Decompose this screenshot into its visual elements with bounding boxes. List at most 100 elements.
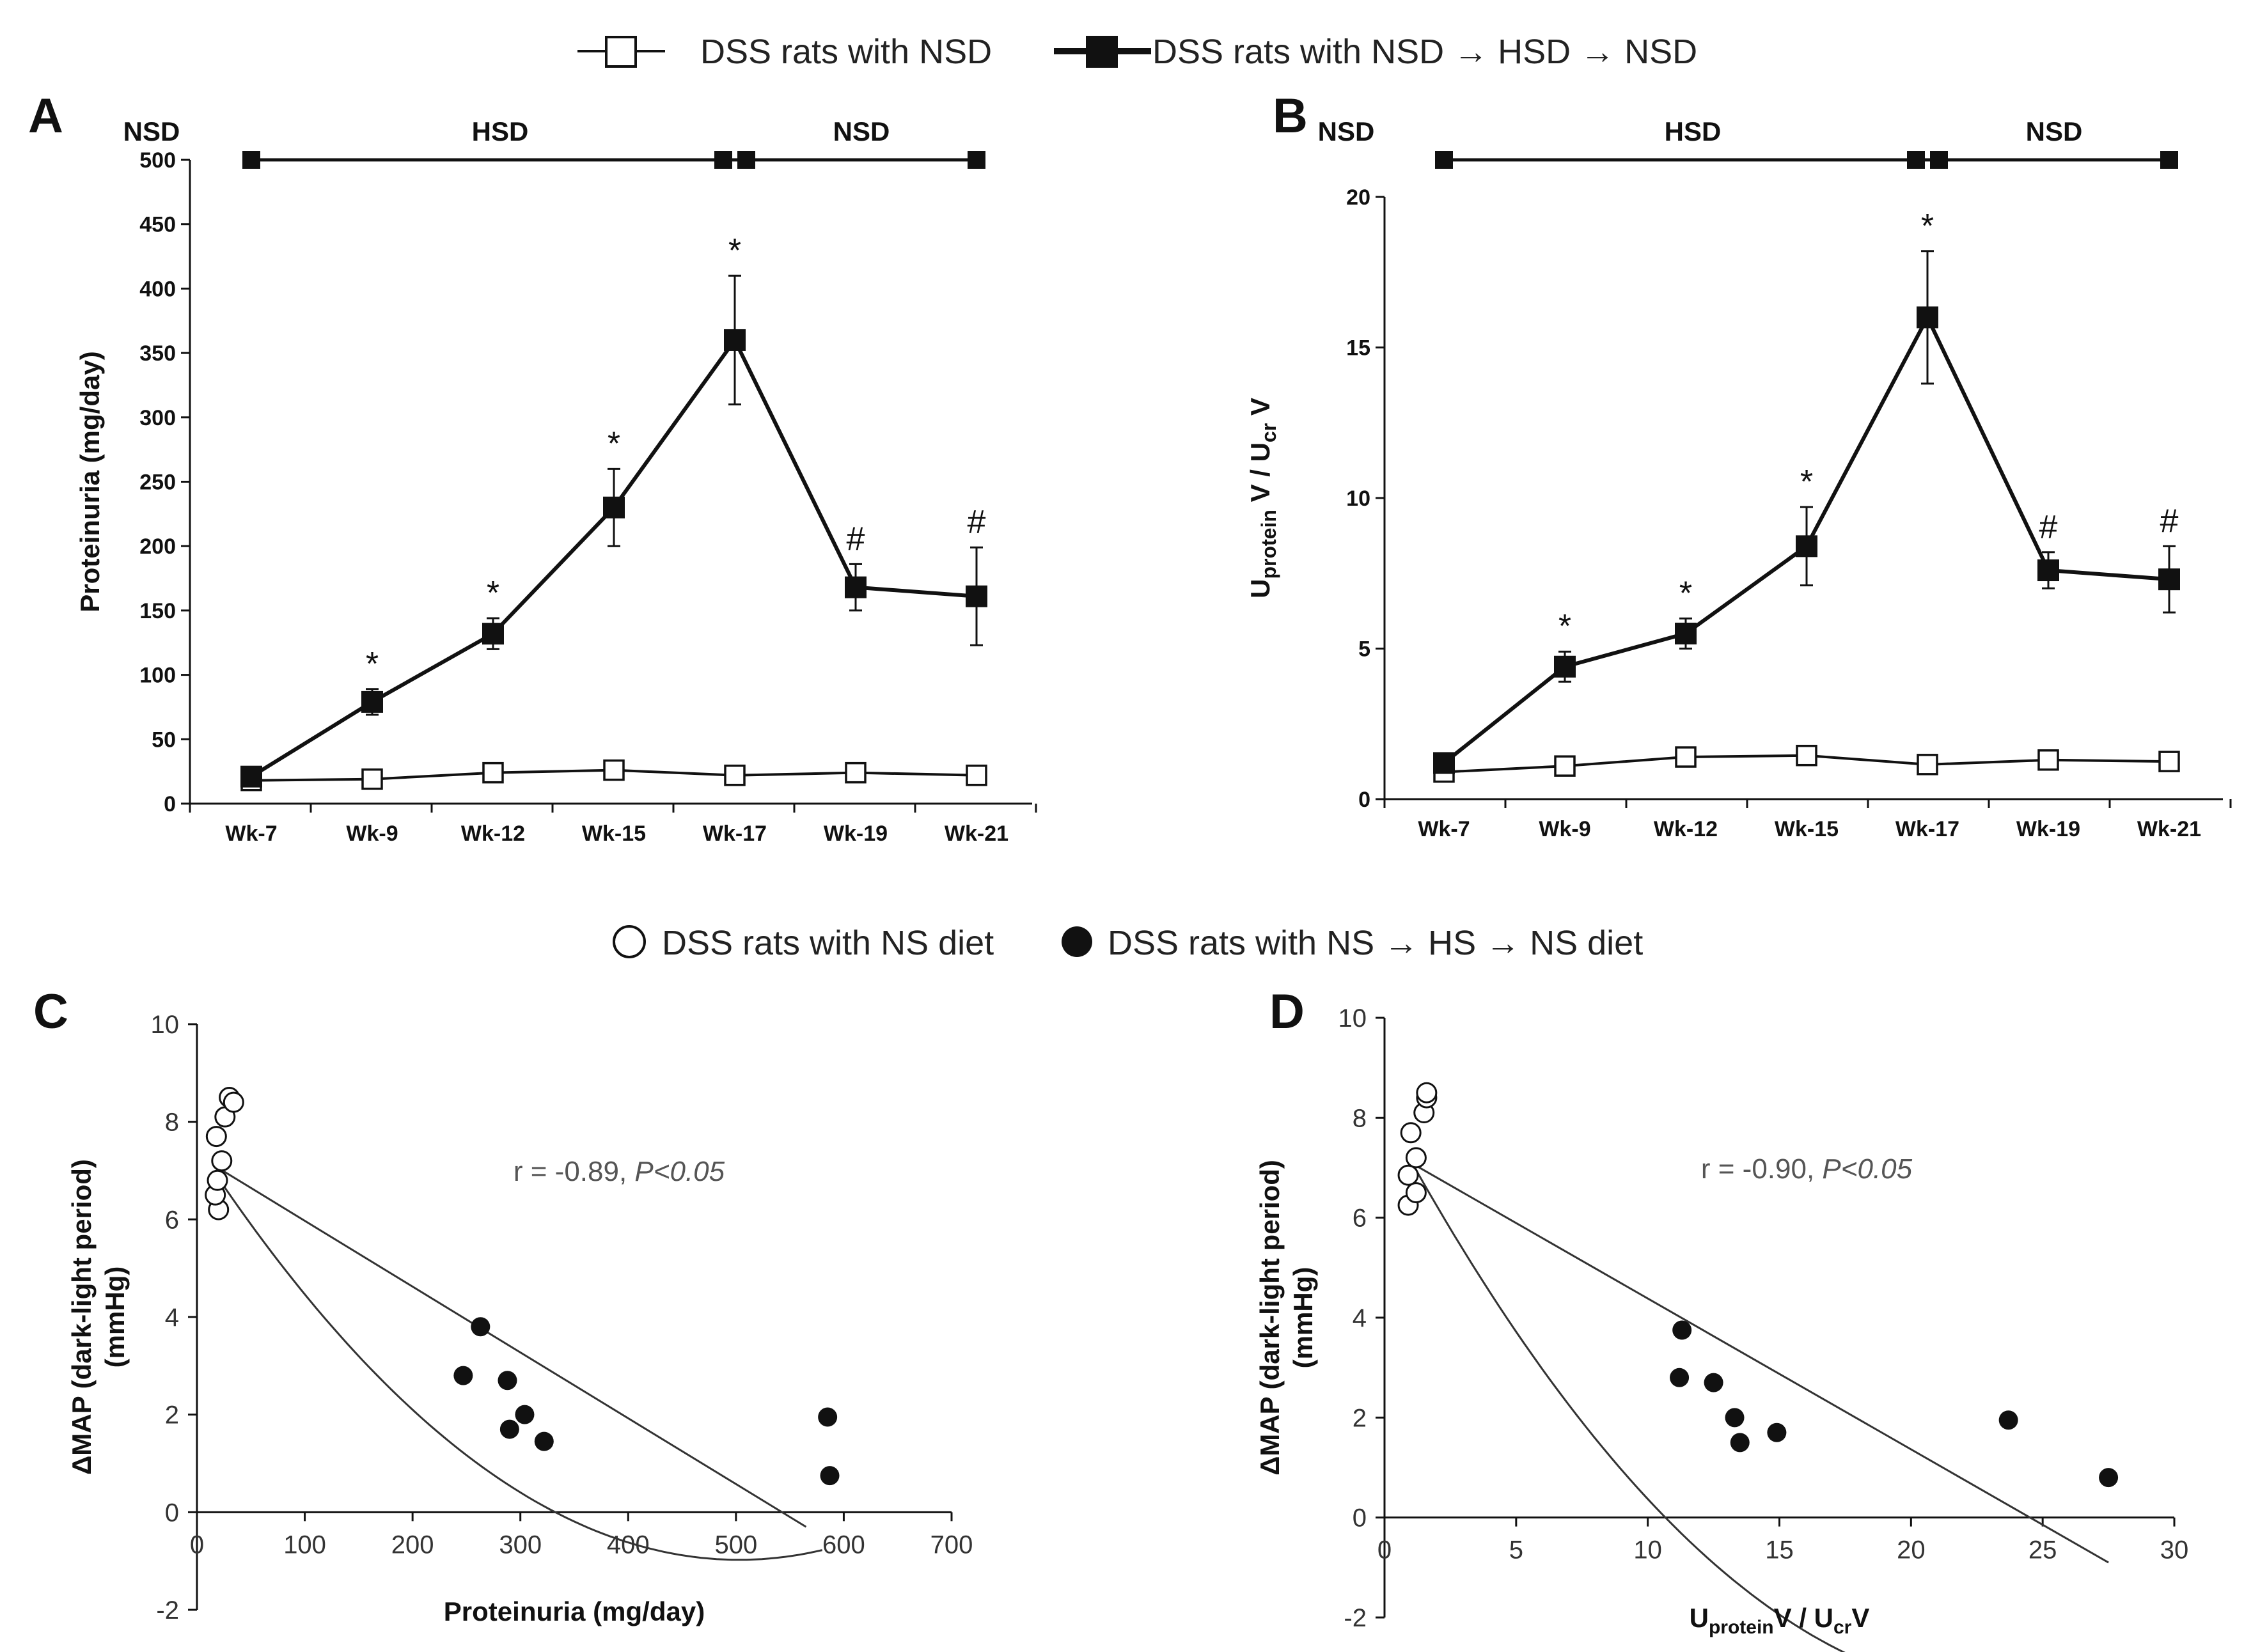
significance-marker: * <box>487 575 499 612</box>
y-tick-label: 400 <box>139 277 176 301</box>
y-tick-label: 150 <box>139 599 176 623</box>
legend-bottom: DSS rats with NS diet DSS rats with NS →… <box>613 924 1643 962</box>
y-axis-title-part-3: cr <box>1257 423 1280 442</box>
x-axis-title: UproteinV / UcrV <box>1690 1603 1870 1638</box>
x-tick-label: 200 <box>391 1531 434 1559</box>
data-point-ns <box>1400 1122 1422 1144</box>
y-tick-label: 200 <box>139 534 176 559</box>
y-tick-label: 100 <box>139 664 176 688</box>
data-point-ns <box>2037 749 2059 771</box>
x-tick-label: Wk-17 <box>1895 817 1959 841</box>
x-tick-label: 0 <box>1377 1536 1392 1564</box>
data-point-ns <box>1554 755 1576 777</box>
significance-marker: * <box>1800 464 1813 501</box>
x-tick-label: 15 <box>1765 1536 1794 1564</box>
linear-fit-line <box>217 1167 807 1528</box>
data-point-hs <box>499 1419 519 1439</box>
series-hs-line <box>250 336 977 779</box>
y-axis-title: Proteinuria (mg/day) <box>75 351 105 612</box>
data-point-ns <box>205 1126 227 1148</box>
y-axis-title-part-4: V <box>1245 398 1275 423</box>
quadratic-fit-curve <box>1409 1160 1846 1652</box>
diet-label: NSD <box>2026 116 2083 146</box>
x-axis-title-part-3: cr <box>1833 1617 1852 1638</box>
x-tick-label: Wk-17 <box>703 822 767 846</box>
data-point-ns <box>1796 744 1817 767</box>
x-tick-label: Wk-21 <box>945 822 1008 846</box>
x-tick-label: Wk-19 <box>824 822 888 846</box>
data-point-ns <box>211 1150 233 1172</box>
y-tick-label: 10 <box>1346 487 1370 511</box>
significance-marker: # <box>2160 503 2179 540</box>
y-tick-label: 5 <box>1358 637 1370 662</box>
data-point-ns <box>1397 1164 1419 1186</box>
significance-marker: * <box>1558 608 1571 645</box>
y-tick-label: 6 <box>165 1206 179 1234</box>
y-tick-label: 250 <box>139 471 176 495</box>
significance-marker: * <box>608 425 620 462</box>
diet-timeline-marker <box>714 151 732 169</box>
data-point-ns <box>1675 746 1697 768</box>
data-point-hs <box>1917 306 1938 329</box>
significance-marker: # <box>847 520 865 557</box>
data-point-hs <box>1796 535 1817 557</box>
diet-label: NSD <box>1318 116 1375 146</box>
y-tick-label: 300 <box>139 406 176 430</box>
data-point-hs <box>724 329 746 351</box>
legend-hs-diet-label: DSS rats with NS → HS → NS diet <box>1108 924 1643 962</box>
y-axis-title-part-0: U <box>1245 579 1275 598</box>
significance-marker: # <box>2039 509 2058 546</box>
significance-marker: * <box>728 232 741 269</box>
y-tick-label: 8 <box>1353 1104 1367 1132</box>
data-point-ns <box>361 768 383 790</box>
y-tick-label: 500 <box>139 148 176 173</box>
x-tick-label: 5 <box>1509 1536 1523 1564</box>
x-tick-label: Wk-9 <box>346 822 398 846</box>
data-point-hs <box>453 1366 473 1385</box>
data-point-hs <box>966 585 987 607</box>
panel-d-chart: -2 0 2 4 6 8 10 0 5 10 15 20 25 30 r = -0.90, P<0.05 Up… <box>1255 1004 2188 1652</box>
data-point-hs <box>471 1317 490 1337</box>
y-tick-label: 15 <box>1346 336 1370 361</box>
x-axis-title-part-0: U <box>1690 1603 1709 1633</box>
significance-marker: * <box>366 646 379 683</box>
x-axis-title-part-1: protein <box>1709 1617 1774 1638</box>
correlation-p: P<0.05 <box>634 1156 725 1187</box>
data-point-hs <box>818 1407 838 1427</box>
y-tick-label: 2 <box>165 1401 179 1430</box>
diet-label: HSD <box>1665 116 1722 146</box>
x-tick-label: 10 <box>1633 1536 1662 1564</box>
y-tick-label: 20 <box>1346 185 1370 210</box>
x-tick-label: Wk-15 <box>582 822 646 846</box>
diet-timeline-marker <box>1907 151 1925 169</box>
y-tick-label: 8 <box>165 1109 179 1137</box>
panel-letter-c: C <box>33 985 68 1039</box>
data-point-ns <box>724 764 746 786</box>
correlation-annotation: r = -0.90, P<0.05 <box>1701 1153 1913 1185</box>
data-point-hs <box>2099 1468 2119 1488</box>
y-tick-label: 6 <box>1353 1204 1367 1233</box>
data-point-hs <box>2158 568 2180 591</box>
diet-timeline-marker <box>242 151 260 169</box>
data-point-hs <box>534 1431 554 1451</box>
legend-hs-marker <box>1086 36 1118 68</box>
correlation-r: r = -0.89, <box>514 1156 635 1187</box>
data-point-hs <box>1672 1320 1692 1340</box>
x-tick-label: 25 <box>2028 1536 2057 1564</box>
x-tick-label: Wk-9 <box>1539 817 1590 841</box>
y-axis-title-line1: ΔMAP (dark-light period) <box>67 1159 97 1475</box>
data-point-hs <box>1675 622 1697 644</box>
x-tick-label: 30 <box>2160 1536 2189 1564</box>
diet-label: HSD <box>472 116 529 146</box>
data-point-hs <box>1725 1408 1745 1428</box>
y-tick-label: 350 <box>139 341 176 366</box>
y-tick-label: 4 <box>165 1304 179 1332</box>
data-point-hs <box>1433 752 1455 774</box>
y-tick-label: 450 <box>139 213 176 237</box>
data-point-hs <box>1767 1422 1787 1442</box>
x-tick-label: Wk-7 <box>1418 817 1470 841</box>
correlation-p: P<0.05 <box>1822 1153 1912 1185</box>
diet-timeline-marker <box>2160 151 2178 169</box>
